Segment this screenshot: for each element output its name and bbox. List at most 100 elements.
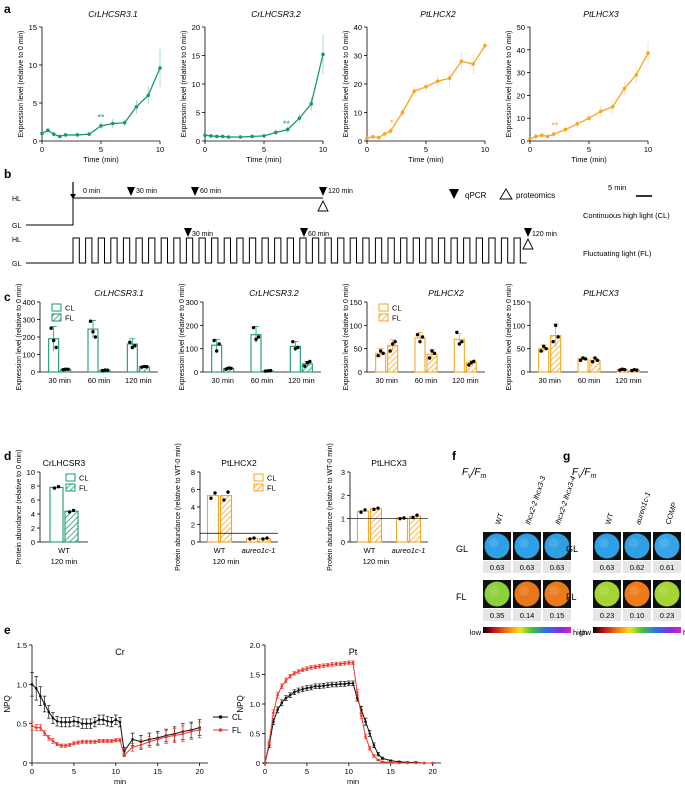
y-axis-title: NPQ (236, 695, 245, 712)
x-tick-label: 10 (156, 145, 164, 154)
chart-a2: 0 5 10 15 20 0 5 10 Expression level (relative t… (181, 9, 327, 164)
replicate-point (583, 357, 588, 361)
data-point (134, 105, 139, 109)
y-axis-title: Expression level (relative to 0 min) (343, 31, 350, 138)
spot-highlight (599, 586, 609, 596)
data-point (368, 746, 372, 750)
proteomics-marker (317, 199, 329, 212)
replicate-point (49, 326, 53, 330)
data-point (43, 702, 46, 706)
legend-swatch (51, 303, 62, 312)
data-point (313, 665, 317, 669)
row-label-gl: GL (12, 223, 21, 230)
replicate-point (539, 349, 543, 353)
spot-highlight (519, 586, 529, 596)
replicate-point (590, 360, 595, 364)
data-point (215, 134, 219, 139)
replicate-point (266, 369, 270, 373)
spot-highlight (549, 586, 559, 596)
qpcr-marker (184, 228, 192, 237)
replicate-point (427, 356, 432, 360)
column-label: WT (603, 511, 615, 525)
y-axis-title: Expression level (relative to 0 min) (18, 31, 25, 138)
title-part: F (572, 467, 579, 478)
x-tick-label: 5 (262, 145, 266, 154)
data-point (87, 132, 91, 136)
y-tick-label: 20 (192, 23, 200, 32)
data-point (343, 661, 346, 665)
legend-label: CL (392, 304, 402, 313)
legend-swatch (51, 313, 62, 322)
y-tick-label: 150 (349, 298, 362, 307)
replicate-point (263, 369, 268, 373)
spot-highlight (599, 538, 609, 548)
category-label: aureo1c-1 (242, 546, 276, 555)
replicate-point (553, 323, 558, 328)
replicate-point (296, 345, 300, 350)
data-point (80, 740, 84, 744)
data-point (250, 134, 254, 139)
legend-marker (218, 728, 223, 732)
significance-mark: * (390, 118, 394, 128)
y-tick-label: 0 (23, 759, 27, 768)
replicate-point (261, 537, 265, 541)
replicate-point (52, 486, 57, 490)
data-point (305, 667, 309, 670)
data-point (64, 744, 67, 747)
x-axis-title: min (114, 777, 126, 786)
legend-marker (218, 715, 223, 719)
chart-title: Pt (349, 647, 358, 657)
data-point (280, 701, 284, 705)
data-point (297, 116, 302, 120)
spot-highlight (519, 538, 529, 548)
data-point (93, 720, 97, 724)
bar-cl (395, 517, 409, 543)
replicate-point (388, 349, 392, 353)
data-point (111, 121, 115, 126)
replicate-point (578, 358, 583, 363)
replicate-point (593, 356, 597, 360)
legend-swatch (253, 483, 264, 492)
series-line (366, 45, 486, 139)
data-point (262, 134, 266, 138)
y-tick-label: 40 (517, 46, 525, 55)
data-point (72, 742, 76, 745)
replicate-point (457, 342, 462, 346)
data-point (276, 693, 279, 697)
fvfm-value: 0.23 (600, 611, 615, 620)
legend-label: CL (267, 474, 277, 483)
category-label: 120 min (125, 376, 152, 385)
fvfm-value: 0.63 (490, 563, 505, 572)
replicate-point (63, 367, 68, 371)
data-point (181, 732, 185, 736)
spot-highlight (629, 538, 639, 548)
y-tick-label: 3 (341, 468, 345, 477)
chart-title: PtLHCX2 (221, 458, 257, 468)
data-point (68, 720, 72, 724)
column-label: lhcx2-2 lhcx3-4 (553, 475, 577, 526)
series-line (529, 52, 649, 140)
fvfm-value: 0.63 (550, 563, 565, 572)
data-point (122, 120, 127, 125)
data-point (610, 105, 615, 109)
category-label: WT (214, 546, 226, 555)
data-point (156, 738, 160, 741)
data-point (280, 685, 284, 688)
data-point (288, 693, 292, 697)
data-point (110, 720, 113, 724)
data-point (406, 761, 409, 765)
replicate-point (54, 345, 58, 350)
y-tick-label: 200 (22, 333, 35, 342)
replicate-point (363, 508, 367, 512)
y-tick-label: 0 (521, 368, 525, 377)
y-axis-title: Protein abundance (relative to WT-0 min) (175, 443, 182, 571)
title-part: /F (471, 467, 482, 478)
bar-cl (245, 537, 259, 543)
replicate-point (376, 506, 380, 510)
replicate-point (469, 360, 474, 365)
x-tick-label: 10 (345, 767, 353, 776)
data-point (351, 661, 355, 664)
data-point (55, 742, 59, 746)
data-point (101, 739, 105, 743)
